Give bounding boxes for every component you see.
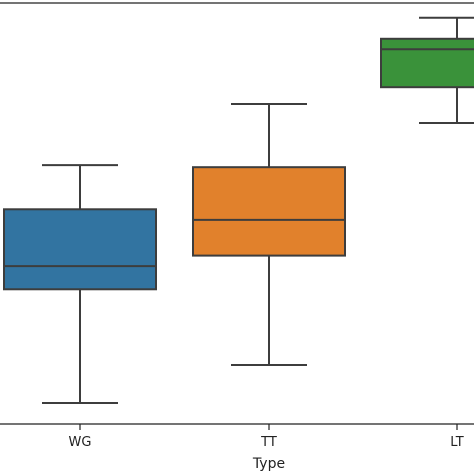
iqr-box-lt — [380, 37, 474, 89]
iqr-box-wg — [3, 208, 157, 291]
box-tt — [192, 103, 346, 367]
x-tick-label-lt: LT — [450, 435, 463, 450]
boxes-group — [3, 16, 474, 404]
iqr-box-tt — [192, 166, 346, 257]
x-axis-label: Type — [252, 456, 285, 472]
x-tick-label-wg: WG — [69, 435, 92, 450]
x-ticks-group: WG TT LT — [69, 424, 464, 450]
x-tick-label-tt: TT — [260, 435, 277, 450]
box-lt — [380, 16, 474, 124]
box-wg — [3, 164, 157, 404]
plot-area: WG TT LT — [0, 2, 474, 450]
